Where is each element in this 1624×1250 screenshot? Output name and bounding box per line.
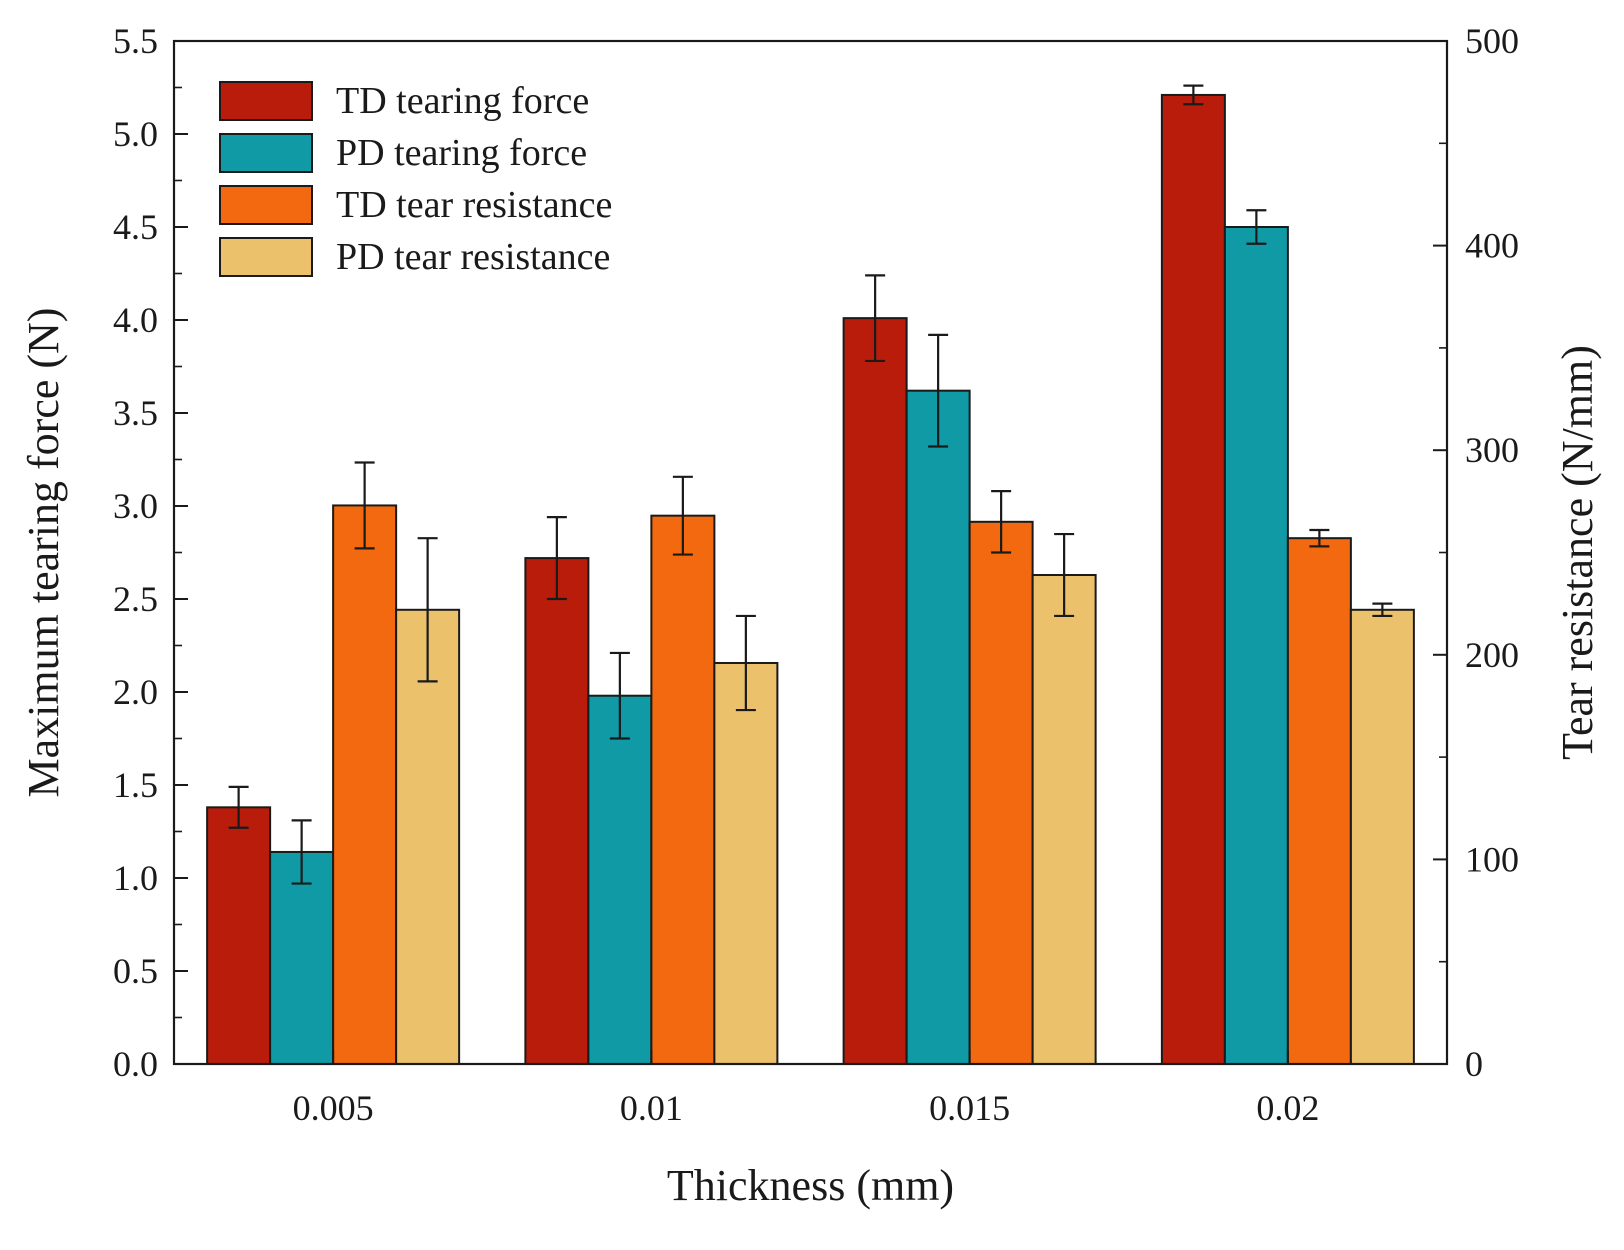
y-right-tick-label: 0 [1465,1044,1483,1084]
error-bar-pd-tearing-force-0.01 [609,651,630,740]
error-bar-pd-tearing-force-0.02 [1246,209,1267,245]
y-left-tick-label: 2.5 [113,579,158,619]
y-left-tick-label: 3.0 [113,486,158,526]
y-right-tick-label: 500 [1465,21,1519,61]
y-left-tick-label: 0.5 [113,951,158,991]
bar-pd-tearing-force-0.005 [269,850,335,1066]
legend-swatch-pd-tearing-force [219,133,313,173]
error-bar-pd-tear-resistance-0.01 [735,614,756,712]
bar-td-tear-resistance-0.02 [1286,537,1352,1065]
bar-pd-tear-resistance-0.01 [713,661,779,1065]
error-bar-pd-tear-resistance-0.005 [417,537,438,683]
y-left-tick-label: 4.5 [113,207,158,247]
bar-td-tearing-force-0.005 [206,806,272,1065]
error-bars-layer [228,84,1393,885]
x-tick-label: 0.01 [620,1088,683,1128]
y-axis-left-title: Maximum tearing force (N) [19,308,68,798]
error-bar-td-tearing-force-0.01 [546,516,567,601]
error-bar-pd-tearing-force-0.005 [291,819,312,885]
y-right-tick-label: 200 [1465,635,1519,675]
bar-td-tearing-force-0.02 [1160,93,1226,1065]
error-bar-pd-tear-resistance-0.02 [1372,602,1393,618]
x-tick-label: 0.005 [293,1088,374,1128]
error-bar-td-tear-resistance-0.015 [991,490,1012,554]
x-axis-title: Thickness (mm) [667,1161,954,1210]
y-right-tick-label: 400 [1465,226,1519,266]
error-bar-td-tear-resistance-0.02 [1309,528,1330,548]
y-right-tick-label: 100 [1465,839,1519,879]
axes-layer: 0.005 0.01 0.015 0.02 0.0 0.5 1.0 1.5 2.0 2.5 3.0 3… [113,21,1519,1128]
y-axis-right-title: Tear resistance (N/mm) [1553,345,1602,760]
y-left-tick-label: 5.0 [113,114,158,154]
y-right-tick-label: 300 [1465,430,1519,470]
x-tick-label: 0.02 [1256,1088,1319,1128]
bar-pd-tearing-force-0.02 [1223,226,1289,1065]
y-left-tick-label: 3.5 [113,393,158,433]
error-bar-td-tearing-force-0.02 [1183,84,1204,106]
y-left-tick-label: 4.0 [113,300,158,340]
legend-label-td-tear-resistance: TD tear resistance [336,184,612,226]
y-left-tick-label: 0.0 [113,1044,158,1084]
legend-label-pd-tear-resistance: PD tear resistance [336,236,610,278]
bar-pd-tearing-force-0.015 [905,389,971,1065]
legend-label-td-tearing-force: TD tearing force [336,80,589,122]
legend-swatch-td-tear-resistance [219,185,313,225]
bar-pd-tearing-force-0.01 [587,694,653,1065]
bars-layer [206,93,1415,1066]
legend: TD tearing force PD tearing force TD tear … [219,80,612,278]
error-bar-td-tear-resistance-0.01 [672,475,693,556]
y-left-tick-label: 2.0 [113,672,158,712]
y-left-tick-label: 1.0 [113,858,158,898]
legend-swatch-pd-tear-resistance [219,237,313,277]
y-left-tick-label: 5.5 [113,21,158,61]
error-bar-pd-tear-resistance-0.015 [1054,532,1075,618]
legend-swatch-td-tearing-force [219,81,313,121]
bar-td-tearing-force-0.015 [842,317,908,1065]
bar-pd-tear-resistance-0.02 [1349,608,1415,1066]
bar-pd-tear-resistance-0.005 [395,608,461,1066]
error-bar-pd-tearing-force-0.015 [928,333,949,448]
x-tick-label: 0.015 [929,1088,1010,1128]
legend-label-pd-tearing-force: PD tearing force [336,132,587,174]
error-bar-td-tearing-force-0.015 [865,274,886,363]
bar-pd-tear-resistance-0.015 [1031,574,1097,1065]
bar-td-tear-resistance-0.005 [332,504,398,1065]
bar-td-tearing-force-0.01 [524,557,590,1066]
bar-td-tear-resistance-0.01 [650,514,716,1065]
y-left-tick-label: 1.5 [113,765,158,805]
error-bar-td-tear-resistance-0.005 [354,461,375,550]
error-bar-td-tearing-force-0.005 [228,785,249,829]
bar-td-tear-resistance-0.015 [968,520,1034,1065]
